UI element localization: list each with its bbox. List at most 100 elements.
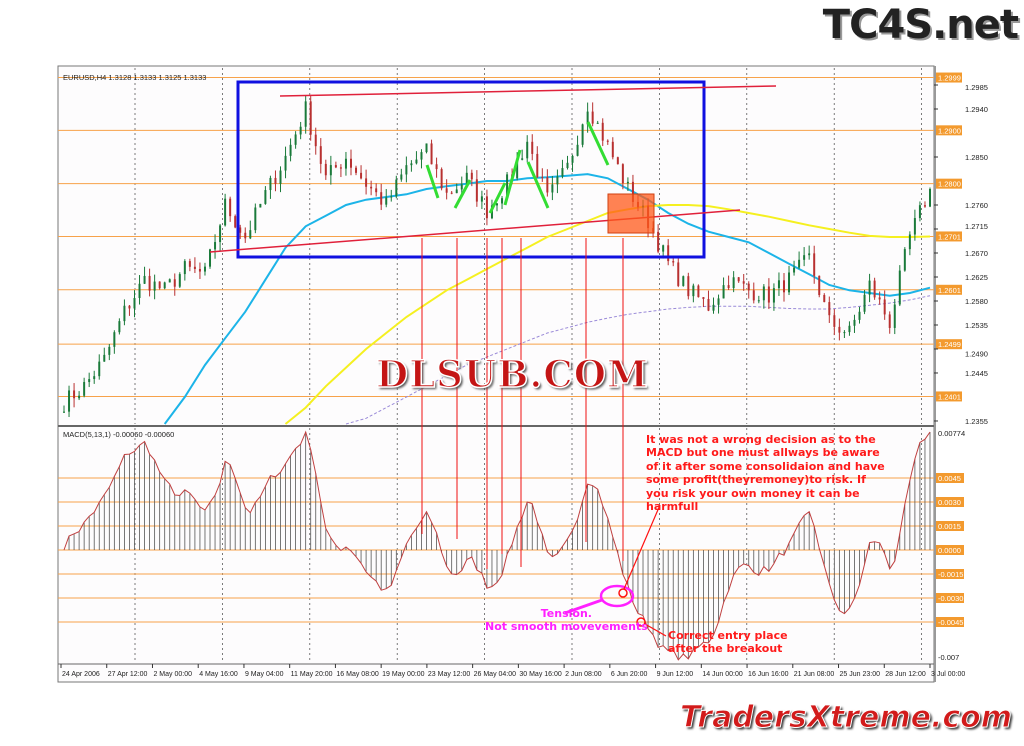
candle-body <box>93 376 96 380</box>
candle-body <box>425 143 428 153</box>
wave-marker-line <box>488 182 507 214</box>
candle-body <box>687 276 690 297</box>
candle-body <box>657 231 660 252</box>
candle-body <box>893 304 896 328</box>
candle-body <box>128 305 131 309</box>
candle-body <box>571 155 574 163</box>
time-tick-label: 27 Apr 12:00 <box>108 671 148 678</box>
candle-body <box>717 298 720 305</box>
candle-body <box>430 143 433 165</box>
candle-body <box>153 281 156 291</box>
wave-marker-line <box>503 149 522 206</box>
candle-body <box>475 179 478 202</box>
price-tick-label: 1.2355 <box>965 417 988 426</box>
price-level-tag <box>936 125 962 136</box>
candle-body <box>531 141 534 154</box>
candle-body <box>385 197 388 205</box>
time-tick-label: 24 Apr 2006 <box>62 671 100 678</box>
candle-body <box>78 395 81 399</box>
candle-body <box>762 286 765 301</box>
candle-body <box>732 277 735 289</box>
candle-body <box>400 174 403 180</box>
consolidation-box <box>236 80 706 259</box>
candle-body <box>848 325 851 333</box>
candle-body <box>294 134 297 145</box>
time-tick-label: 23 May 12:00 <box>428 671 471 678</box>
price-tick-label: 1.2715 <box>965 222 988 231</box>
macd-level-label: -0.0015 <box>938 570 963 579</box>
candle-body <box>143 275 146 284</box>
candle-body <box>68 390 71 412</box>
candle-body <box>752 290 755 301</box>
tension-sub-label: Not smooth movevements <box>485 620 648 634</box>
candle-body <box>98 361 101 377</box>
candle-body <box>103 354 106 362</box>
price-level-tag <box>936 231 962 242</box>
time-tick-label: 3 Jul 00:00 <box>931 671 965 678</box>
time-tick-label: 25 Jun 23:00 <box>840 671 881 678</box>
candle-body <box>546 177 549 193</box>
price-tick-label: 1.2445 <box>965 369 988 378</box>
entry-pointer-line <box>644 623 667 637</box>
candle-body <box>188 261 191 267</box>
candle-body <box>309 101 312 135</box>
candle-body <box>329 165 332 176</box>
candle-body <box>908 234 911 250</box>
candle-body <box>702 297 705 299</box>
candle-body <box>536 153 539 178</box>
candle-body <box>344 158 347 169</box>
price-level-tag <box>936 339 962 350</box>
dlsub-watermark: DLSUB.COM <box>375 351 649 397</box>
candle-body <box>823 295 826 303</box>
candle-body <box>923 205 926 207</box>
candle-body <box>682 276 685 286</box>
candle-body <box>697 285 700 298</box>
candle-body <box>88 379 91 383</box>
candle-body <box>677 262 680 286</box>
price-level-label: 1.2701 <box>938 232 961 241</box>
candle-body <box>757 300 760 302</box>
candle-body <box>662 245 665 252</box>
candle-body <box>788 272 791 293</box>
macd-top-label: 0.00774 <box>938 429 965 438</box>
macd-level-tag <box>936 617 964 627</box>
candle-body <box>868 280 871 295</box>
candle-body <box>737 277 740 282</box>
candle-body <box>304 101 307 127</box>
wave-marker-line <box>586 121 610 166</box>
price-level-label: 1.2900 <box>938 126 961 135</box>
candle-body <box>581 124 584 145</box>
candle-body <box>596 122 599 124</box>
candle-body <box>576 144 579 156</box>
price-level-tag <box>936 391 962 402</box>
candle-body <box>929 188 931 207</box>
tension-ellipse <box>599 584 635 608</box>
time-tick-label: 16 May 08:00 <box>336 671 379 678</box>
candle-body <box>138 283 141 299</box>
candle-body <box>284 155 287 171</box>
candle-body <box>229 198 232 217</box>
candle-body <box>888 314 891 328</box>
candle-body <box>73 390 76 399</box>
candle-body <box>712 304 715 311</box>
wave-marker-line <box>526 161 550 209</box>
price-tick-label: 1.2535 <box>965 321 988 330</box>
candle-body <box>722 285 725 299</box>
macd-level-label: 0.0000 <box>938 546 961 555</box>
candle-body <box>858 311 861 320</box>
candle-body <box>843 332 846 334</box>
decision-point-circle <box>618 588 628 598</box>
candle-body <box>798 259 801 268</box>
price-level-tag <box>936 72 962 83</box>
time-tick-label: 9 Jun 12:00 <box>657 671 694 678</box>
candle-body <box>561 168 564 177</box>
price-tick-label: 1.2940 <box>965 105 988 114</box>
price-level-label: 1.2601 <box>938 286 961 295</box>
candle-body <box>279 170 282 184</box>
candle-body <box>214 242 217 250</box>
tradersxtreme-logo: TradersXtreme.com <box>680 700 1013 736</box>
time-tick-label: 26 May 04:00 <box>474 671 517 678</box>
chart-frame <box>57 65 935 683</box>
candle-body <box>873 280 876 298</box>
candle-body <box>370 186 373 189</box>
